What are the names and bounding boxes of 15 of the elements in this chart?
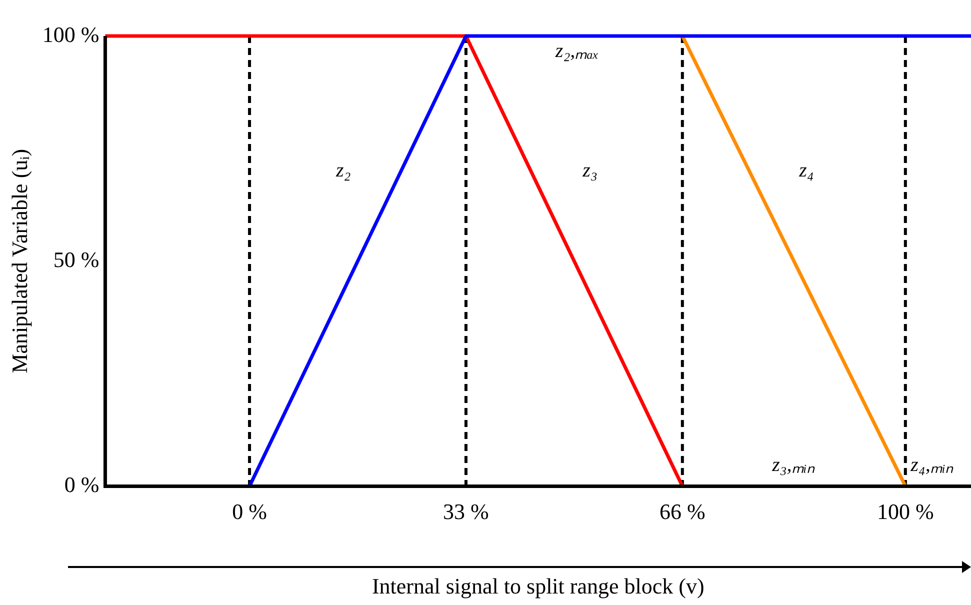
- y-tick-label: 50 %: [53, 246, 100, 272]
- x-tick-label: 33 %: [443, 499, 489, 524]
- annotation: z₃: [582, 159, 598, 182]
- y-tick-label: 100 %: [42, 22, 100, 47]
- annotation: z₃,ₘᵢₙ: [771, 454, 815, 476]
- x-tick-label: 66 %: [659, 499, 706, 524]
- y-axis-title: Manipulated Variable (uᵢ): [6, 148, 32, 374]
- y-tick-label: 0 %: [64, 472, 100, 497]
- annotation: z₄,ₘᵢₙ: [910, 454, 954, 476]
- annotation: z₂: [334, 159, 351, 182]
- annotation: z₂,ₘₐₓ: [554, 40, 599, 62]
- annotation: z₄: [798, 159, 814, 182]
- x-tick-label: 0 %: [232, 499, 267, 524]
- x-tick-label: 100 %: [876, 499, 934, 524]
- x-axis-title: Internal signal to split range block (v): [372, 574, 704, 599]
